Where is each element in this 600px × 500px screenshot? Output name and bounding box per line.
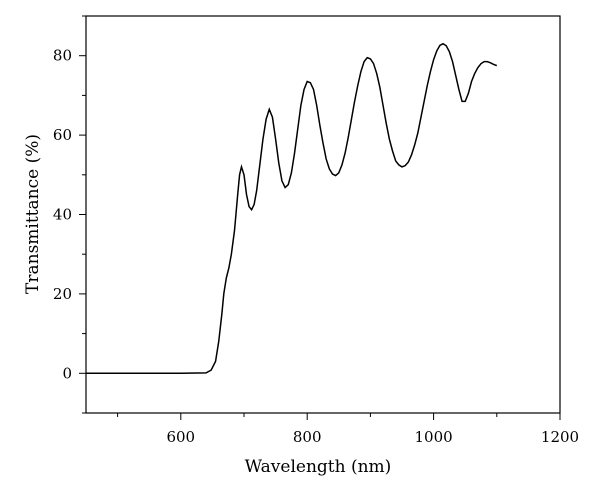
plot-frame <box>85 15 561 414</box>
y-axis-title: Transmittance (%) <box>23 134 43 294</box>
y-tick-label: 60 <box>53 126 72 144</box>
y-tick-label: 80 <box>53 47 72 65</box>
x-axis-title: Wavelength (nm) <box>245 457 392 477</box>
x-tick-label: 1200 <box>541 428 579 446</box>
x-tick-label: 800 <box>293 428 322 446</box>
series-group <box>86 42 498 375</box>
y-tick-label: 40 <box>53 206 72 224</box>
x-tick-label: 600 <box>166 428 195 446</box>
x-tick-label: 1000 <box>415 428 453 446</box>
y-tick-label: 0 <box>62 364 72 382</box>
y-tick-label: 20 <box>53 285 72 303</box>
axis-tick-labels: 600 800 1000 1200 0 20 40 60 80 <box>53 47 579 446</box>
axis-ticks <box>79 15 561 420</box>
series-line-0 <box>86 42 498 375</box>
